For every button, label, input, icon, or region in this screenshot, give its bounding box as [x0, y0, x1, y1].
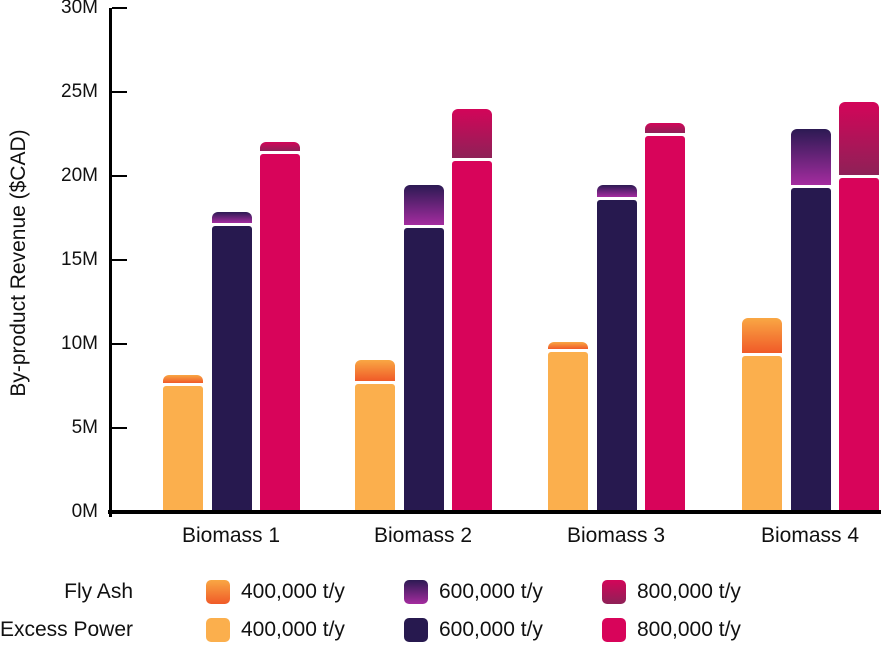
legend-item-label: 800,000 t/y — [637, 618, 741, 641]
bar-excess-power-400-000-t-y-biomass-2 — [355, 384, 395, 512]
legend-row-label-fly-ash: Fly Ash — [64, 580, 133, 603]
y-axis-line — [109, 8, 112, 518]
legend-swatch-excess-power-400-000-t-y — [206, 618, 230, 642]
legend-row-excess-power: Excess Power 400,000 t/y 600,000 t/y 800,00… — [0, 617, 881, 647]
bar-fly-ash-600-000-t-y-biomass-2 — [404, 184, 444, 229]
plot-area: 0M 5M 10M 15M 20M 25M 30M Biomass 1 Biomass 2 Bio… — [61, 0, 881, 547]
legend-swatch-fly-ash-400-000-t-y — [206, 580, 230, 604]
legend-item-fly-ash-800-000-t-y: 800,000 t/y — [602, 579, 741, 605]
bar-excess-power-800-000-t-y-biomass-2 — [452, 160, 492, 512]
y-tick-label-0m: 0M — [71, 501, 98, 522]
bar-excess-power-800-000-t-y-biomass-4 — [839, 177, 879, 512]
legend-item-label: 600,000 t/y — [439, 618, 543, 641]
bar-excess-power-800-000-t-y-biomass-3 — [645, 135, 685, 512]
legend-swatch-fly-ash-800-000-t-y — [602, 580, 626, 604]
x-category-label-biomass-1: Biomass 1 — [181, 524, 281, 547]
bar-fly-ash-400-000-t-y-biomass-4 — [742, 317, 782, 356]
bar-fly-ash-400-000-t-y-biomass-3 — [548, 341, 588, 353]
legend-item-excess-power-400-000-t-y: 400,000 t/y — [206, 617, 345, 643]
legend-swatch-excess-power-800-000-t-y — [602, 618, 626, 642]
bar-excess-power-600-000-t-y-biomass-2 — [404, 228, 444, 512]
x-category-label-biomass-4: Biomass 4 — [760, 524, 860, 547]
bar-fly-ash-800-000-t-y-biomass-4 — [839, 102, 879, 178]
bar-fly-ash-400-000-t-y-biomass-2 — [355, 359, 395, 385]
bar-excess-power-600-000-t-y-biomass-3 — [597, 199, 637, 512]
legend-swatch-excess-power-600-000-t-y — [404, 618, 428, 642]
legend-item-excess-power-800-000-t-y: 800,000 t/y — [602, 617, 741, 643]
bar-excess-power-400-000-t-y-biomass-4 — [742, 355, 782, 512]
y-tick-25m — [112, 91, 127, 93]
y-tick-label-25m: 25M — [61, 81, 98, 102]
bar-fly-ash-800-000-t-y-biomass-3 — [645, 122, 685, 136]
x-category-label-biomass-2: Biomass 2 — [373, 524, 473, 547]
y-tick-5m — [112, 427, 127, 429]
bar-fly-ash-800-000-t-y-biomass-1 — [260, 141, 300, 155]
y-tick-30m — [112, 7, 127, 9]
bar-fly-ash-600-000-t-y-biomass-3 — [597, 184, 637, 200]
y-tick-10m — [112, 343, 127, 345]
legend-item-label: 400,000 t/y — [241, 580, 345, 603]
bar-excess-power-600-000-t-y-biomass-1 — [212, 226, 252, 512]
y-tick-label-15m: 15M — [61, 249, 98, 270]
y-tick-20m — [112, 175, 127, 177]
y-tick-15m — [112, 259, 127, 261]
y-tick-label-10m: 10M — [61, 333, 98, 354]
legend-item-label: 600,000 t/y — [439, 580, 543, 603]
y-axis-title: By-product Revenue ($CAD) — [7, 129, 30, 397]
legend-item-fly-ash-400-000-t-y: 400,000 t/y — [206, 579, 345, 605]
legend-row-fly-ash: Fly Ash 400,000 t/y 600,000 t/y 800,000 t/y — [0, 579, 881, 609]
bar-fly-ash-800-000-t-y-biomass-2 — [452, 109, 492, 161]
bar-excess-power-400-000-t-y-biomass-1 — [163, 386, 203, 512]
bar-fly-ash-600-000-t-y-biomass-1 — [212, 211, 252, 227]
bar-fly-ash-600-000-t-y-biomass-4 — [791, 129, 831, 188]
legend-item-excess-power-600-000-t-y: 600,000 t/y — [404, 617, 543, 643]
legend-item-label: 400,000 t/y — [241, 618, 345, 641]
legend-item-fly-ash-600-000-t-y: 600,000 t/y — [404, 579, 543, 605]
bar-excess-power-800-000-t-y-biomass-1 — [260, 154, 300, 512]
legend-row-label-excess-power: Excess Power — [0, 618, 133, 641]
bar-excess-power-400-000-t-y-biomass-3 — [548, 352, 588, 512]
y-tick-label-5m: 5M — [71, 417, 98, 438]
bar-fly-ash-400-000-t-y-biomass-1 — [163, 375, 203, 386]
x-axis-line — [108, 510, 881, 514]
x-category-label-biomass-3: Biomass 3 — [566, 524, 666, 547]
y-tick-label-30m: 30M — [61, 0, 98, 18]
y-tick-label-20m: 20M — [61, 165, 98, 186]
legend-item-label: 800,000 t/y — [637, 580, 741, 603]
legend-swatch-fly-ash-600-000-t-y — [404, 580, 428, 604]
bar-excess-power-600-000-t-y-biomass-4 — [791, 187, 831, 512]
